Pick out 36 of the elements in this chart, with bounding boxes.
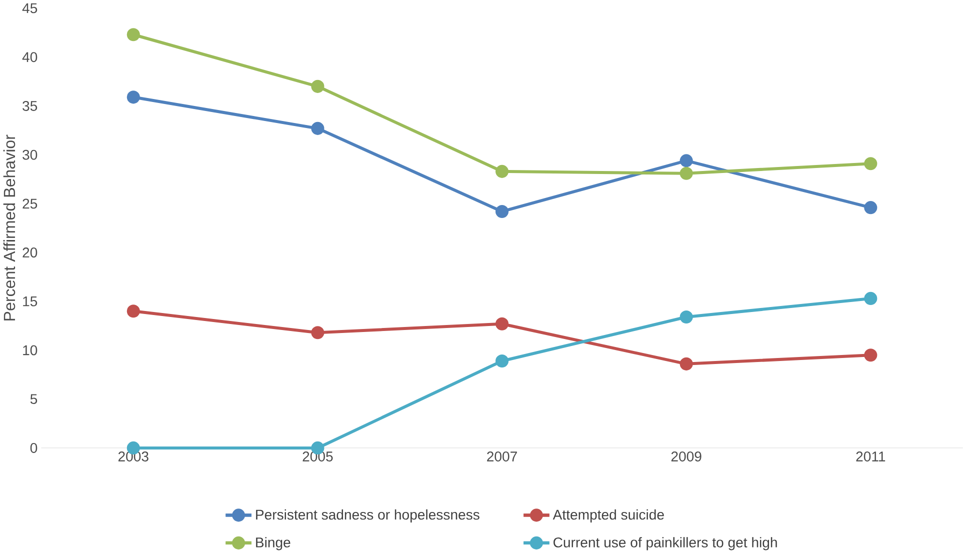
point (680, 357, 693, 371)
y-tick-label: 20 (22, 248, 38, 258)
y-tick-label: 45 (22, 3, 38, 14)
point (126, 28, 140, 42)
legend-label: Persistent sadness or hopelessness (256, 509, 480, 523)
point (495, 317, 509, 330)
point (311, 122, 324, 136)
x-tick-label: 2007 (487, 452, 517, 462)
point (864, 157, 878, 170)
y-tick-label: 10 (23, 345, 38, 356)
point (864, 292, 878, 306)
legend-label: Current use of painkillers to get high (554, 537, 777, 550)
point (495, 205, 509, 218)
legend-label: Attempted suicide (552, 509, 664, 523)
y-tick-label: 0 (30, 443, 38, 454)
point (864, 201, 878, 214)
point (126, 90, 140, 104)
point (864, 348, 878, 362)
y-tick-label: 25 (22, 198, 38, 209)
legend-label: Binge (256, 537, 290, 550)
point (680, 154, 693, 168)
x-tick-label: 2009 (671, 452, 702, 462)
point (680, 166, 693, 180)
point (680, 310, 693, 324)
point (495, 354, 509, 368)
y-tick-label: 40 (22, 52, 38, 62)
point (311, 80, 324, 94)
y-tick-label: 5 (30, 394, 38, 404)
y-tick-label: 30 (22, 150, 38, 160)
point (495, 165, 509, 178)
point (311, 326, 324, 340)
y-tick-label: 15 (23, 296, 38, 306)
point (126, 304, 140, 318)
y-tick-label: 35 (22, 101, 38, 112)
y-axis-title: Percent Affirmed Behavior (3, 134, 16, 320)
x-tick-label: 2011 (856, 452, 886, 462)
